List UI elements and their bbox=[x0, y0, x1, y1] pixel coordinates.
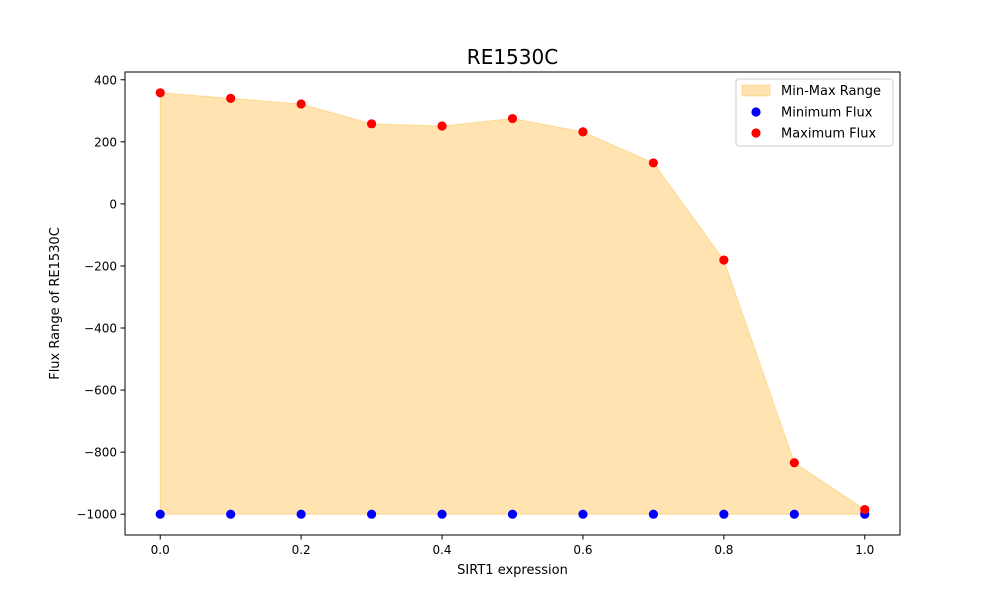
legend-swatch-range bbox=[741, 84, 771, 97]
x-tick-label: 1.0 bbox=[855, 543, 874, 557]
minimum-flux-point bbox=[437, 509, 447, 519]
maximum-flux-point bbox=[366, 119, 377, 129]
x-tick-label: 0.2 bbox=[292, 543, 311, 557]
legend-label-range: Min-Max Range bbox=[781, 84, 881, 99]
maximum-flux-point bbox=[719, 255, 729, 265]
maximum-flux-point bbox=[226, 93, 236, 103]
maximum-flux-point bbox=[296, 99, 306, 109]
minimum-flux-point bbox=[366, 509, 377, 519]
y-tick-label: 200 bbox=[94, 135, 117, 149]
chart-title: RE1530C bbox=[467, 45, 558, 69]
min-max-range-area bbox=[159, 92, 866, 515]
x-axis-label: SIRT1 expression bbox=[457, 563, 568, 578]
minimum-flux-point bbox=[648, 509, 659, 519]
x-tick-label: 0.0 bbox=[151, 543, 170, 557]
legend-marker-maximum bbox=[751, 128, 761, 138]
minimum-flux-point bbox=[507, 509, 518, 519]
minimum-flux-point bbox=[789, 509, 799, 519]
maximum-flux-point bbox=[789, 458, 799, 468]
y-tick-label: −1000 bbox=[76, 508, 117, 522]
y-tick-label: −800 bbox=[84, 446, 117, 460]
x-tick-label: 0.6 bbox=[573, 543, 592, 557]
y-tick-label: 400 bbox=[94, 73, 117, 87]
maximum-flux-point bbox=[437, 121, 447, 131]
maximum-flux-point bbox=[648, 158, 659, 168]
y-tick-label: 0 bbox=[109, 197, 117, 211]
minimum-flux-point bbox=[155, 509, 165, 519]
y-tick-label: −400 bbox=[84, 322, 117, 336]
minimum-flux-point bbox=[578, 509, 588, 519]
y-tick-label: −200 bbox=[84, 259, 117, 273]
legend: Min-Max Range Minimum Flux Maximum Flux bbox=[735, 78, 894, 147]
maximum-flux-point bbox=[578, 127, 588, 137]
maximum-flux-point bbox=[507, 113, 518, 124]
minimum-flux-point bbox=[719, 509, 729, 519]
x-tick-label: 0.8 bbox=[714, 543, 733, 557]
maximum-flux-point bbox=[860, 504, 870, 515]
legend-box bbox=[735, 78, 894, 147]
y-tick-label: −600 bbox=[84, 384, 117, 398]
minimum-flux-point bbox=[296, 509, 306, 519]
x-tick-label: 0.4 bbox=[432, 543, 451, 557]
y-axis-label: Flux Range of RE1530C bbox=[48, 227, 63, 380]
plot-frame bbox=[124, 71, 901, 536]
legend-label-minimum: Minimum Flux bbox=[781, 106, 873, 121]
legend-label-maximum: Maximum Flux bbox=[781, 127, 877, 142]
minimum-flux-point bbox=[226, 509, 236, 519]
maximum-flux-point bbox=[155, 88, 165, 98]
legend-marker-minimum bbox=[751, 107, 761, 117]
